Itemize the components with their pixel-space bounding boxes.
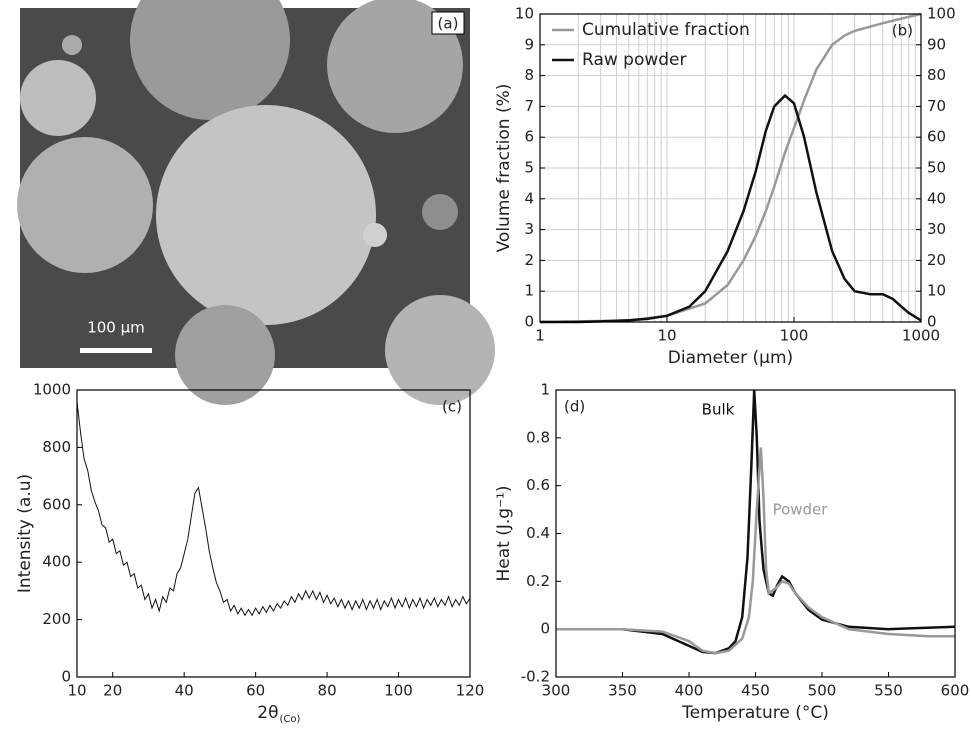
x-tick-label: 350 (608, 682, 637, 700)
y-tick-label: 1000 (33, 381, 71, 399)
y2-tick-label: 0 (927, 313, 937, 331)
y2-tick-label: 50 (927, 159, 946, 177)
y-tick-label: 4 (524, 189, 534, 207)
y2-tick-label: 90 (927, 35, 946, 53)
y2-tick-label: 80 (927, 66, 946, 84)
plot-frame (76, 389, 471, 678)
y2-tick-label: 40 (927, 189, 946, 207)
series-line (540, 12, 921, 324)
legend-label: Cumulative fraction (582, 20, 750, 40)
panel-label: (b) (892, 22, 913, 40)
particle (363, 223, 387, 247)
series-line (77, 401, 470, 617)
y-tick-label: 0 (540, 620, 550, 638)
y-tick-label: 0 (61, 668, 71, 686)
x-tick-label: 550 (874, 682, 903, 700)
particle (156, 105, 376, 325)
x-tick-label: 450 (741, 682, 770, 700)
y-tick-label: 0 (524, 313, 534, 331)
x-tick-label: 100 (780, 327, 809, 345)
y-tick-label: 800 (42, 438, 71, 456)
y-tick-label: 7 (524, 97, 534, 115)
x-axis-label: Diameter (µm) (668, 348, 793, 368)
plot-frame (539, 13, 922, 323)
x-tick-label: 60 (246, 682, 265, 700)
y2-tick-label: 30 (927, 220, 946, 238)
particle (385, 295, 495, 405)
y2-tick-label: 60 (927, 128, 946, 146)
x-tick-label: 100 (384, 682, 413, 700)
y-tick-label: 600 (42, 495, 71, 513)
y-tick-label: 0.2 (526, 572, 550, 590)
x-tick-label: 20 (103, 682, 122, 700)
y-tick-label: 10 (515, 5, 534, 23)
y-tick-label: 1 (540, 381, 550, 399)
y-tick-label: 8 (524, 66, 534, 84)
y-tick-label: -0.2 (521, 668, 550, 686)
x-tick-label: 10 (67, 682, 86, 700)
x-tick-label: 600 (941, 682, 970, 700)
y-tick-label: 1 (524, 282, 534, 300)
particle (62, 35, 82, 55)
x-tick-label: 1 (535, 327, 545, 345)
x-tick-label: 1000 (902, 327, 940, 345)
plot-frame (555, 389, 956, 678)
panel-label: (c) (442, 398, 462, 416)
y-tick-label: 0.6 (526, 476, 550, 494)
y-tick-label: 9 (524, 35, 534, 53)
y2-tick-label: 20 (927, 251, 946, 269)
particle (422, 194, 458, 230)
y2-tick-label: 100 (927, 5, 956, 23)
particle (17, 137, 153, 273)
y-tick-label: 5 (524, 159, 534, 177)
panel-label: (a) (438, 15, 459, 33)
y-tick-label: 200 (42, 610, 71, 628)
x-tick-label: 80 (318, 682, 337, 700)
x-tick-label: 300 (542, 682, 571, 700)
x-axis-label: Temperature (°C) (681, 703, 829, 723)
series-label: Powder (773, 501, 829, 519)
y-axis-label: Intensity (a.u) (15, 474, 35, 593)
series-line (556, 447, 955, 655)
y-axis-label: Heat (J.g⁻¹) (494, 486, 514, 582)
scale-bar-label: 100 µm (87, 319, 145, 337)
y-tick-label: 400 (42, 553, 71, 571)
y-tick-label: 0.4 (526, 524, 550, 542)
y-axis-label: Volume fraction (%) (494, 84, 514, 253)
x-tick-label: 40 (175, 682, 194, 700)
legend-label: Raw powder (582, 50, 687, 70)
x-axis-label: 2θ (257, 703, 278, 723)
particle (175, 305, 275, 405)
panel-label: (d) (564, 398, 585, 416)
sem-image: (a) 100 µm (17, 0, 495, 405)
scale-bar (80, 348, 152, 353)
y-tick-label: 2 (524, 251, 534, 269)
x-tick-label: 10 (657, 327, 676, 345)
series-label: Bulk (702, 401, 735, 419)
x-axis-label-sub: (Co) (280, 714, 301, 725)
x-tick-label: 400 (675, 682, 704, 700)
panel-label-box (431, 11, 465, 35)
particle (130, 0, 290, 120)
particle (20, 60, 96, 136)
y-tick-label: 6 (524, 128, 534, 146)
y-tick-label: 3 (524, 220, 534, 238)
y-tick-label: 0.8 (526, 428, 550, 446)
particle (327, 0, 463, 133)
x-tick-label: 500 (808, 682, 837, 700)
x-tick-label: 120 (456, 682, 485, 700)
series-line (540, 93, 921, 324)
y2-tick-label: 70 (927, 97, 946, 115)
y2-tick-label: 10 (927, 282, 946, 300)
